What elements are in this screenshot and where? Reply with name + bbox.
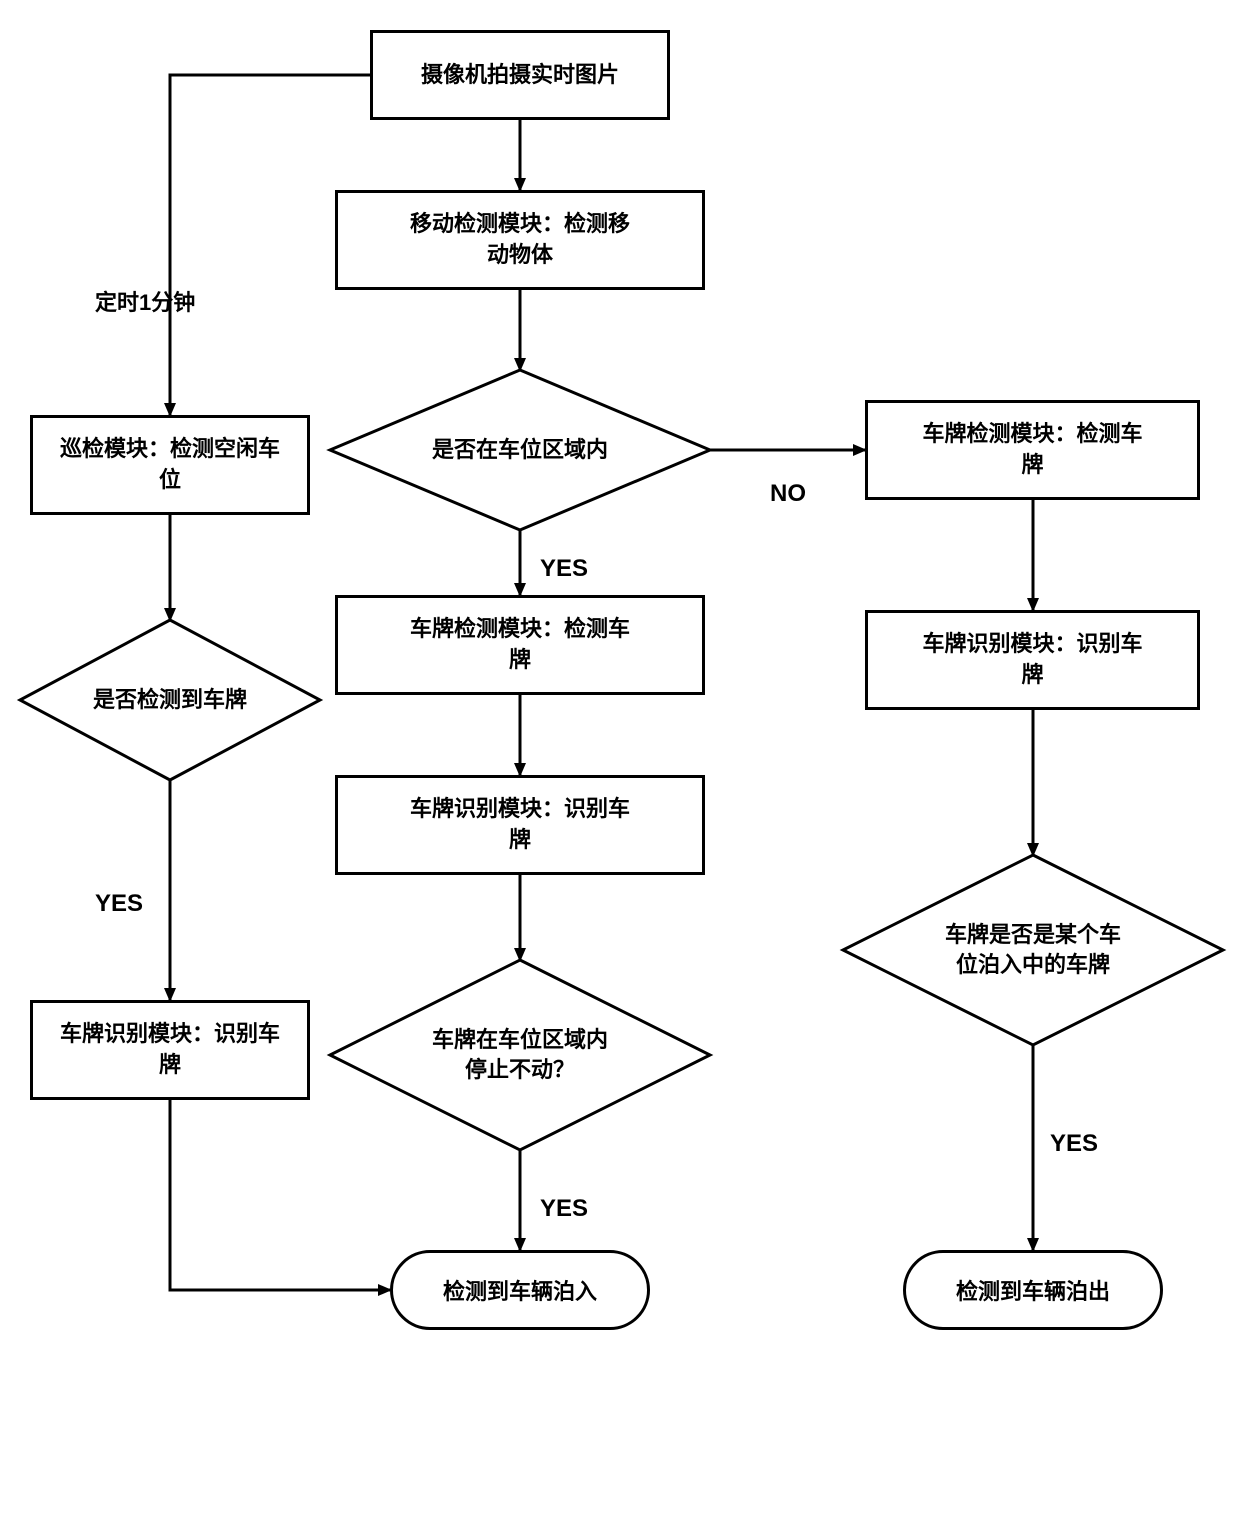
terminal-vehicle-in: 检测到车辆泊入 <box>390 1250 650 1330</box>
node-label: 车牌识别模块：识别车牌 <box>60 1019 280 1081</box>
edge-label-yes-mid1: YES <box>540 555 588 583</box>
decision-in-parking-area: 是否在车位区域内 <box>330 370 710 530</box>
node-label: 车牌识别模块：识别车牌 <box>922 629 1142 691</box>
terminal-vehicle-out: 检测到车辆泊出 <box>903 1250 1163 1330</box>
decision-plate-stopped: 车牌在车位区域内停止不动？ <box>330 960 710 1150</box>
node-plate-recog-mid: 车牌识别模块：识别车牌 <box>335 775 705 875</box>
node-label: 检测到车辆泊出 <box>956 1274 1110 1306</box>
node-label: 检测到车辆泊入 <box>443 1274 597 1306</box>
edge-label-timer: 定时1分钟 <box>95 285 195 317</box>
node-label: 是否在车位区域内 <box>432 435 608 465</box>
node-label: 是否检测到车牌 <box>93 685 247 715</box>
node-camera-capture: 摄像机拍摄实时图片 <box>370 30 670 120</box>
node-label: 车牌检测模块：检测车牌 <box>410 614 630 676</box>
node-motion-detect: 移动检测模块：检测移动物体 <box>335 190 705 290</box>
edge-label-yes-mid2: YES <box>540 1195 588 1223</box>
decision-plate-matches-parked: 车牌是否是某个车位泊入中的车牌 <box>843 855 1223 1045</box>
edge-label-yes-right: YES <box>1050 1130 1098 1158</box>
node-plate-detect-mid: 车牌检测模块：检测车牌 <box>335 595 705 695</box>
flowchart-canvas: 摄像机拍摄实时图片 移动检测模块：检测移动物体 是否在车位区域内 车牌检测模块：… <box>0 0 1240 1531</box>
node-label: 车牌识别模块：识别车牌 <box>410 794 630 856</box>
node-plate-recog-right: 车牌识别模块：识别车牌 <box>865 610 1200 710</box>
node-label: 车牌在车位区域内停止不动？ <box>432 1025 608 1084</box>
node-plate-detect-right: 车牌检测模块：检测车牌 <box>865 400 1200 500</box>
node-patrol-detect-idle: 巡检模块：检测空闲车位 <box>30 415 310 515</box>
node-label: 摄像机拍摄实时图片 <box>421 60 619 91</box>
node-label: 车牌是否是某个车位泊入中的车牌 <box>945 920 1121 979</box>
edge-label-no: NO <box>770 480 806 508</box>
node-label: 巡检模块：检测空闲车位 <box>60 434 280 496</box>
decision-has-plate: 是否检测到车牌 <box>20 620 320 780</box>
node-plate-recog-left: 车牌识别模块：识别车牌 <box>30 1000 310 1100</box>
node-label: 车牌检测模块：检测车牌 <box>922 419 1142 481</box>
edge-label-yes-left: YES <box>95 890 143 918</box>
node-label: 移动检测模块：检测移动物体 <box>410 209 630 271</box>
